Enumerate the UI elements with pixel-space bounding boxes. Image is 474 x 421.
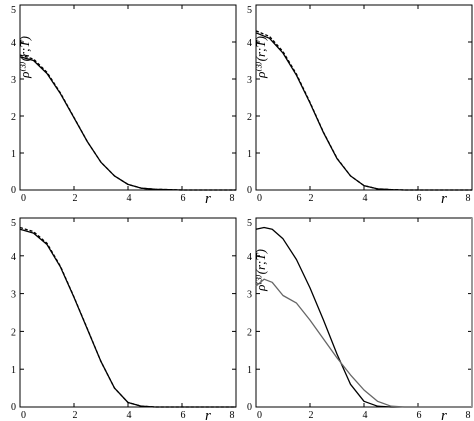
x-tick-label: 8 [466, 410, 471, 421]
y-tick-label: 4 [247, 252, 252, 263]
y-tick-label: 2 [247, 112, 252, 123]
y-tick-label: 1 [11, 149, 16, 160]
x-axis-label: r [205, 408, 211, 421]
series-line-2 [255, 30, 472, 191]
x-tick-label: 6 [417, 193, 422, 204]
chart-panel: 0 2 4 6 8 0 1 2 3 4 5 r ρ⁽³⁾(r;T) [247, 217, 473, 421]
x-tick-label: 6 [417, 410, 422, 421]
x-tick-label: 0 [257, 193, 262, 204]
x-tick-label: 0 [257, 410, 262, 421]
y-tick-label: 1 [247, 365, 252, 376]
y-tick-label: 4 [11, 252, 16, 263]
panel-edge-bar [471, 218, 473, 407]
series-line-1 [255, 226, 472, 408]
series-line-1 [255, 32, 472, 191]
y-tick-label: 3 [247, 290, 252, 301]
plot-frame [255, 4, 473, 191]
plot-frame [19, 217, 237, 408]
x-tick-label: 0 [21, 410, 26, 421]
chart-panel: 0 2 4 6 8 0 1 2 3 4 5 r [11, 217, 237, 421]
x-tick-label: 2 [73, 193, 78, 204]
y-axis-label: ρ⁽³⁾(r;T) [253, 36, 268, 79]
y-tick-label: 2 [11, 112, 16, 123]
y-tick-label: 4 [247, 38, 252, 49]
x-tick-label: 2 [309, 193, 314, 204]
y-tick-label: 3 [11, 290, 16, 301]
series-line-1 [19, 56, 236, 191]
y-tick-label: 5 [11, 5, 16, 16]
x-tick-label: 2 [309, 410, 314, 421]
x-tick-label: 2 [73, 410, 78, 421]
y-tick-label: 0 [247, 402, 252, 413]
x-tick-label: 4 [363, 193, 368, 204]
y-axis-label: ρ⁽³⁾(r;T) [253, 249, 268, 292]
y-tick-label: 1 [11, 365, 16, 376]
x-axis-label: r [205, 191, 211, 207]
y-tick-label: 3 [11, 75, 16, 86]
x-tick-label: 4 [127, 410, 132, 421]
x-tick-label: 4 [363, 410, 368, 421]
series-line-2 [255, 278, 472, 408]
x-tick-label: 4 [127, 193, 132, 204]
y-tick-label: 4 [11, 38, 16, 49]
series-line-1 [19, 228, 236, 408]
y-tick-label: 5 [11, 218, 16, 229]
y-tick-label: 0 [11, 402, 16, 413]
x-tick-label: 0 [21, 193, 26, 204]
series-line-2 [19, 226, 236, 408]
x-tick-label: 8 [230, 193, 235, 204]
x-tick-label: 8 [466, 193, 471, 204]
y-tick-label: 2 [247, 327, 252, 338]
x-tick-label: 6 [181, 193, 186, 204]
plot-frame [19, 4, 237, 191]
y-tick-label: 1 [247, 149, 252, 160]
x-tick-label: 6 [181, 410, 186, 421]
series-line-2 [19, 54, 236, 191]
y-tick-label: 0 [247, 185, 252, 196]
y-tick-label: 3 [247, 75, 252, 86]
x-tick-label: 8 [230, 410, 235, 421]
y-tick-label: 0 [11, 185, 16, 196]
y-tick-label: 5 [247, 5, 252, 16]
y-tick-label: 5 [247, 218, 252, 229]
y-tick-label: 2 [11, 327, 16, 338]
chart-panel: 0 2 4 6 8 0 1 2 3 4 5 r ρ⁽³⁾(r;T) [247, 4, 473, 207]
x-axis-label: r [441, 191, 447, 207]
x-axis-label: r [441, 408, 447, 421]
